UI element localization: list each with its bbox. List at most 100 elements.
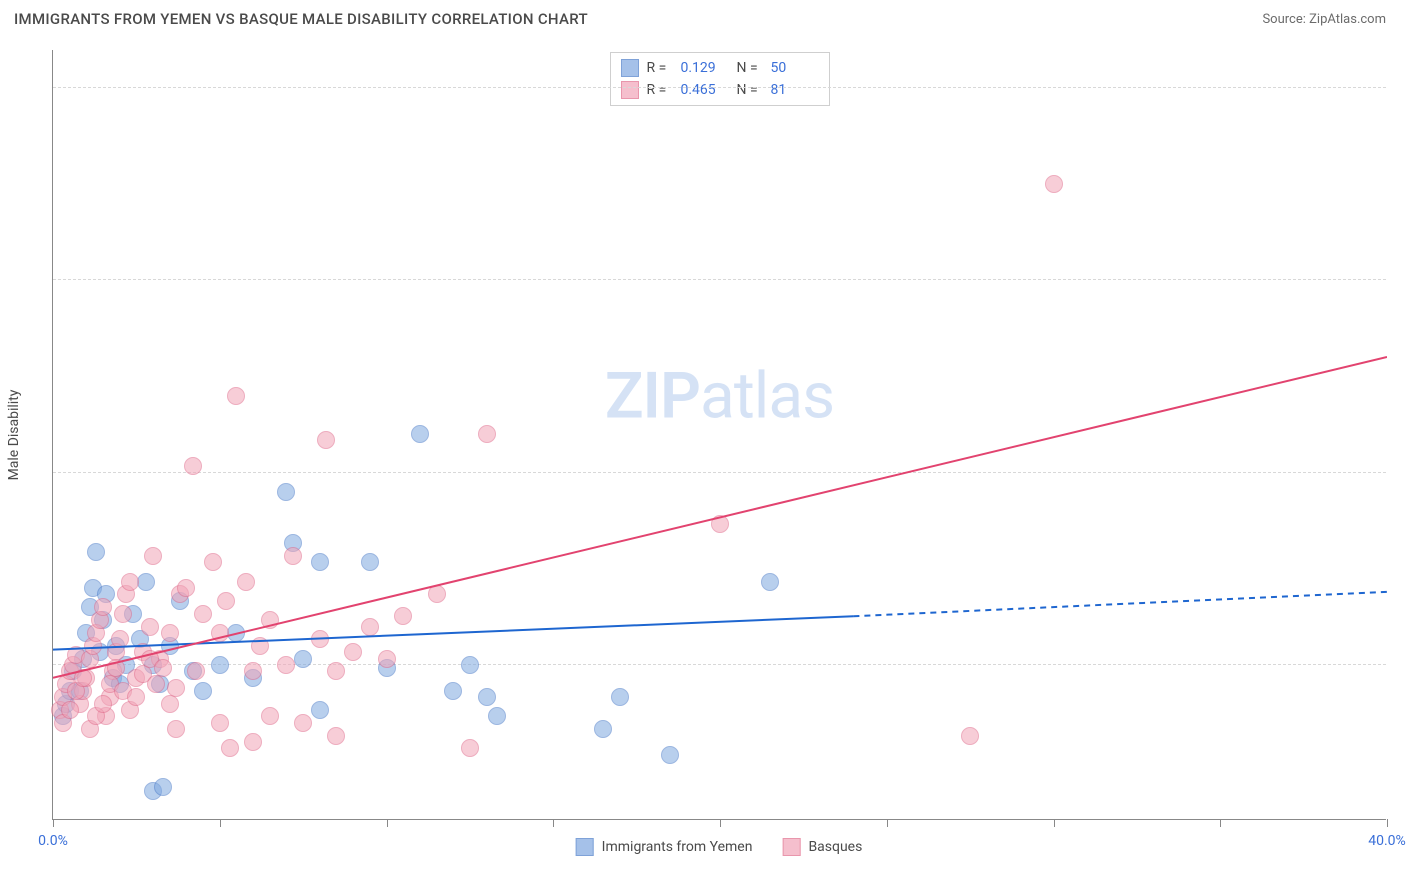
gridline (53, 279, 1386, 280)
chart-container: Male Disability ZIPatlas R =0.129N =50R … (52, 50, 1386, 820)
data-point (344, 643, 362, 661)
legend-swatch (576, 838, 594, 856)
legend-stat-row: R = 0.465 N = 81 (621, 79, 819, 101)
data-point (478, 688, 496, 706)
data-point (461, 656, 479, 674)
trend-lines (53, 49, 1387, 819)
data-point (114, 605, 132, 623)
data-point (661, 746, 679, 764)
data-point (211, 624, 229, 642)
data-point (277, 483, 295, 501)
data-point (137, 573, 155, 591)
data-point (211, 714, 229, 732)
n-value: 81 (771, 82, 819, 98)
data-point (211, 656, 229, 674)
data-point (461, 739, 479, 757)
data-point (327, 662, 345, 680)
data-point (227, 387, 245, 405)
xtick-label: 0.0% (38, 833, 68, 849)
data-point (361, 618, 379, 636)
data-point (961, 727, 979, 745)
y-axis-label: Male Disability (6, 390, 22, 481)
xtick (1387, 819, 1388, 827)
ytick-label: 30.0% (1391, 465, 1406, 481)
r-label: R = (647, 60, 673, 76)
xtick-label: 40.0% (1368, 833, 1406, 849)
data-point (261, 707, 279, 725)
header: IMMIGRANTS FROM YEMEN VS BASQUE MALE DIS… (0, 0, 1406, 33)
xtick (1054, 819, 1055, 827)
data-point (167, 679, 185, 697)
source-label: Source: ZipAtlas.com (1262, 12, 1386, 27)
r-value: 0.465 (681, 82, 729, 98)
data-point (74, 669, 92, 687)
data-point (394, 607, 412, 625)
data-point (144, 547, 162, 565)
data-point (204, 553, 222, 571)
gridline (53, 472, 1386, 473)
data-point (277, 656, 295, 674)
data-point (217, 592, 235, 610)
data-point (594, 720, 612, 738)
plot-area: ZIPatlas R =0.129N =50R =0.465N =81 15.0… (52, 50, 1386, 820)
data-point (161, 624, 179, 642)
data-point (488, 707, 506, 725)
data-point (361, 553, 379, 571)
legend-series: Immigrants from Yemen Basques (576, 838, 863, 856)
data-point (154, 778, 172, 796)
xtick (387, 819, 388, 827)
data-point (107, 659, 125, 677)
data-point (611, 688, 629, 706)
data-point (167, 720, 185, 738)
data-point (294, 714, 312, 732)
legend-stats: R = 0.129 N = 50 R = 0.465 N = 81 (610, 52, 830, 106)
data-point (761, 573, 779, 591)
xtick (887, 819, 888, 827)
n-value: 50 (771, 60, 819, 76)
legend-swatch (782, 838, 800, 856)
data-point (411, 425, 429, 443)
legend-series-item: Immigrants from Yemen (576, 838, 753, 856)
xtick (53, 819, 54, 827)
r-label: R = (647, 82, 673, 98)
watermark: ZIPatlas (605, 359, 834, 434)
source-name: ZipAtlas.com (1309, 12, 1386, 27)
r-value: 0.129 (681, 60, 729, 76)
data-point (187, 662, 205, 680)
data-point (194, 605, 212, 623)
data-point (147, 675, 165, 693)
data-point (237, 573, 255, 591)
data-point (94, 598, 112, 616)
data-point (311, 701, 329, 719)
data-point (194, 682, 212, 700)
data-point (154, 659, 172, 677)
data-point (317, 431, 335, 449)
legend-swatch (621, 59, 639, 77)
n-label: N = (737, 82, 763, 98)
data-point (284, 547, 302, 565)
data-point (478, 425, 496, 443)
data-point (311, 630, 329, 648)
data-point (227, 624, 245, 642)
data-point (111, 630, 129, 648)
data-point (141, 618, 159, 636)
data-point (244, 662, 262, 680)
data-point (378, 650, 396, 668)
data-point (261, 611, 279, 629)
legend-series-label: Basques (808, 839, 862, 855)
data-point (327, 727, 345, 745)
n-label: N = (737, 60, 763, 76)
legend-swatch (621, 81, 639, 99)
data-point (94, 695, 112, 713)
data-point (711, 515, 729, 533)
chart-title: IMMIGRANTS FROM YEMEN VS BASQUE MALE DIS… (14, 10, 588, 28)
ytick-label: 45.0% (1391, 272, 1406, 288)
legend-series-label: Immigrants from Yemen (602, 839, 753, 855)
data-point (1045, 175, 1063, 193)
data-point (87, 543, 105, 561)
data-point (121, 573, 139, 591)
ytick-label: 60.0% (1391, 80, 1406, 96)
data-point (428, 585, 446, 603)
legend-series-item: Basques (782, 838, 862, 856)
xtick (553, 819, 554, 827)
